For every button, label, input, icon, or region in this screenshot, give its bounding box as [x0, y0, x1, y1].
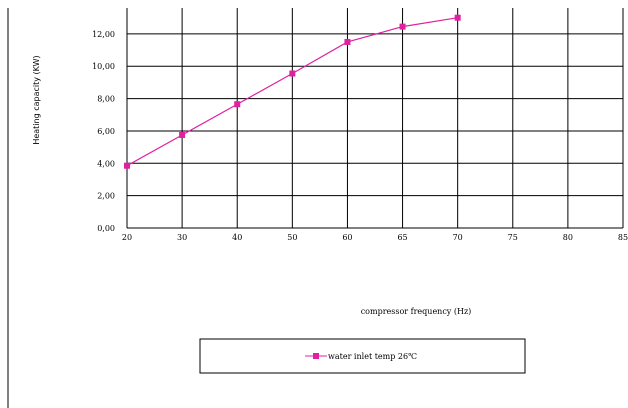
data-point [124, 162, 130, 169]
data-point [234, 101, 241, 108]
x-tick-label: 80 [563, 233, 573, 242]
x-tick-label: 50 [287, 233, 297, 242]
data-point [344, 38, 351, 45]
data-point [289, 70, 296, 77]
x-axis-label: compressor frequency (Hz) [361, 307, 472, 316]
x-tick-labels: 20 30 40 50 60 65 70 75 80 85 [122, 233, 628, 242]
grid [126, 8, 624, 229]
legend-entry: water inlet temp 26℃ [328, 352, 417, 361]
data-point [399, 23, 406, 30]
x-tick-label: 40 [232, 233, 242, 242]
x-tick-label: 20 [122, 233, 132, 242]
legend-box [199, 338, 526, 374]
y-tick-label: 2,00 [97, 192, 115, 201]
x-tick-label: 85 [618, 233, 628, 242]
y-tick-label: 4,00 [97, 159, 115, 168]
y-tick-label: 12,00 [92, 30, 115, 39]
data-point [179, 131, 186, 138]
data-point [454, 14, 461, 21]
x-tick-label: 30 [177, 233, 187, 242]
series-layer [124, 14, 461, 169]
x-tick-label: 70 [453, 233, 463, 242]
y-tick-labels: 0,00 2,00 4,00 6,00 8,00 10,00 12,00 [92, 30, 115, 233]
y-tick-label: 6,00 [97, 127, 115, 136]
legend: water inlet temp 26℃ [199, 338, 526, 374]
y-axis-label: Heating capacity (KW) [32, 55, 41, 144]
y-tick-label: 8,00 [97, 95, 115, 104]
x-tick-label: 75 [508, 233, 518, 242]
legend-marker [313, 353, 319, 359]
y-tick-label: 0,00 [97, 224, 115, 233]
x-tick-label: 60 [342, 233, 352, 242]
y-tick-label: 10,00 [92, 62, 115, 71]
x-tick-label: 65 [397, 233, 407, 242]
